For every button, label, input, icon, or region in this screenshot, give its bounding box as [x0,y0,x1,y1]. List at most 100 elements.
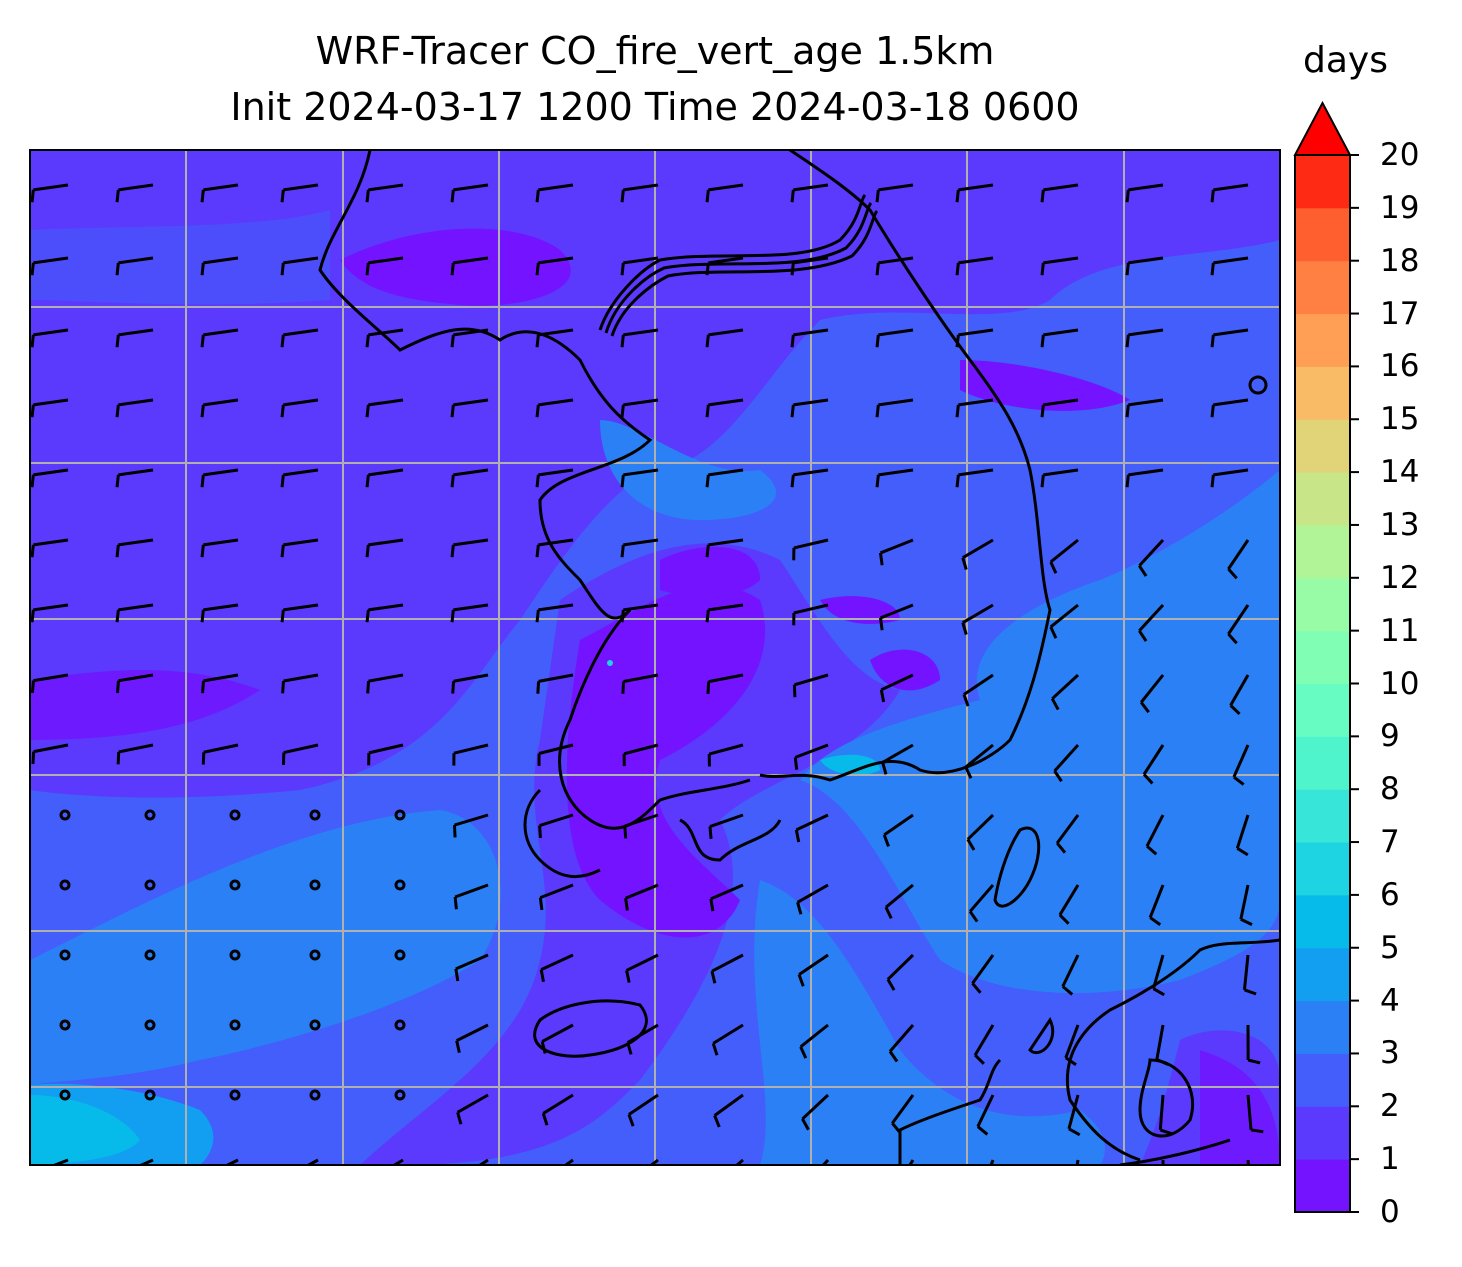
wind-barb [1040,328,1079,348]
wind-barb [1049,538,1079,574]
wind-barb [1142,744,1165,785]
wind-barb [790,398,829,418]
colorbar-extend-arrow [1293,100,1352,156]
colorbar-segment [1295,683,1350,737]
wind-barb [365,538,404,558]
wind-barb [793,743,829,770]
wind-barb [790,468,829,488]
calm-wind-marker [394,809,406,821]
wind-barb [115,603,154,623]
wind-barb [365,183,404,203]
wind-barb [705,256,744,276]
calm-wind-marker [394,1089,406,1101]
wind-barb [1210,398,1249,418]
gridlines [30,150,1280,1165]
wind-barb [535,328,574,348]
colorbar-tick-label: 13 [1380,506,1420,543]
colorbar-tick-label: 1 [1380,1141,1400,1178]
colorbar-tick-label: 5 [1380,929,1400,966]
calm-wind-marker [59,949,71,961]
wind-barb [536,673,574,694]
calm-wind-marker [309,949,321,961]
wind-barb [200,468,239,488]
calm-wind-marker [309,1089,321,1101]
wind-barb [705,183,744,203]
wind-barb [115,183,154,203]
wind-barb [201,673,239,694]
calm-wind-marker [394,949,406,961]
wind-barb [955,256,994,276]
wind-barb [790,328,829,348]
wind-barb [882,813,914,847]
wind-barb [535,256,574,276]
colorbar-segment [1295,155,1350,209]
wind-barb [200,398,239,418]
wind-barb [875,183,914,203]
colorbar-segment [1295,630,1350,684]
wind-barb [792,538,829,561]
wind-barb [30,468,69,488]
wind-barb [205,1158,239,1165]
wind-barb [535,603,574,623]
wind-barb [30,183,69,203]
calm-wind-marker [309,1019,321,1031]
wind-barb [120,1158,154,1165]
colorbar-tick-label: 8 [1380,771,1400,808]
wind-barb [1040,398,1079,418]
wind-barb [450,183,489,203]
calm-wind-marker [229,1089,241,1101]
coastlines [318,150,1280,1165]
wind-barb [1229,674,1250,716]
calm-wind-marker [309,879,321,891]
wind-barb [1049,603,1079,639]
wind-barb [1138,538,1165,577]
wind-barb [365,398,404,418]
wind-barb [705,603,744,623]
colorbar-tick-label: 4 [1380,982,1400,1019]
colorbar-tick-label: 18 [1380,242,1420,279]
wind-barb [1155,1024,1169,1066]
wind-barb [115,328,154,348]
wind-barb [535,468,574,488]
wind-barb [875,468,914,488]
calm-wind-marker [229,809,241,821]
colorbar-tick-label: 17 [1380,295,1420,332]
wind-barb [624,883,659,911]
wind-barb [709,883,744,912]
wind-barb [629,1158,659,1165]
wind-barb [115,398,154,418]
wind-barb [200,183,239,203]
wind-barb [797,953,829,987]
calm-wind-marker [229,949,241,961]
colorbar-segment [1295,577,1350,632]
wind-barb [796,883,829,915]
calm-wind-marker [144,1089,156,1101]
wind-barb [30,398,69,418]
colorbar-segment [1295,1000,1350,1054]
colorbar-segment [1295,1053,1350,1107]
wind-barb [115,673,154,694]
wind-barb [705,328,744,348]
colorbar-tick-label: 6 [1380,876,1400,913]
wind-barb [706,673,744,695]
wind-barb [280,328,319,348]
wind-barb [453,883,489,910]
wind-barb [452,813,489,838]
wind-barb [620,603,659,623]
calm-wind-marker [59,809,71,821]
colorbar-tick-label: 0 [1380,1194,1400,1230]
wind-barb [792,673,829,698]
wind-barb [365,328,404,348]
wind-barb [200,256,239,276]
wind-barb [450,256,489,276]
wind-barb [715,1158,744,1165]
colorbar-segment [1295,260,1350,315]
wind-barb [705,468,744,488]
wind-barb [884,883,914,920]
wind-barb [878,603,914,631]
wind-barb [115,468,154,488]
colorbar-label: days [1303,40,1388,81]
wind-barb [286,1158,319,1165]
wind-barb [1125,256,1164,276]
calm-wind-marker [394,879,406,891]
